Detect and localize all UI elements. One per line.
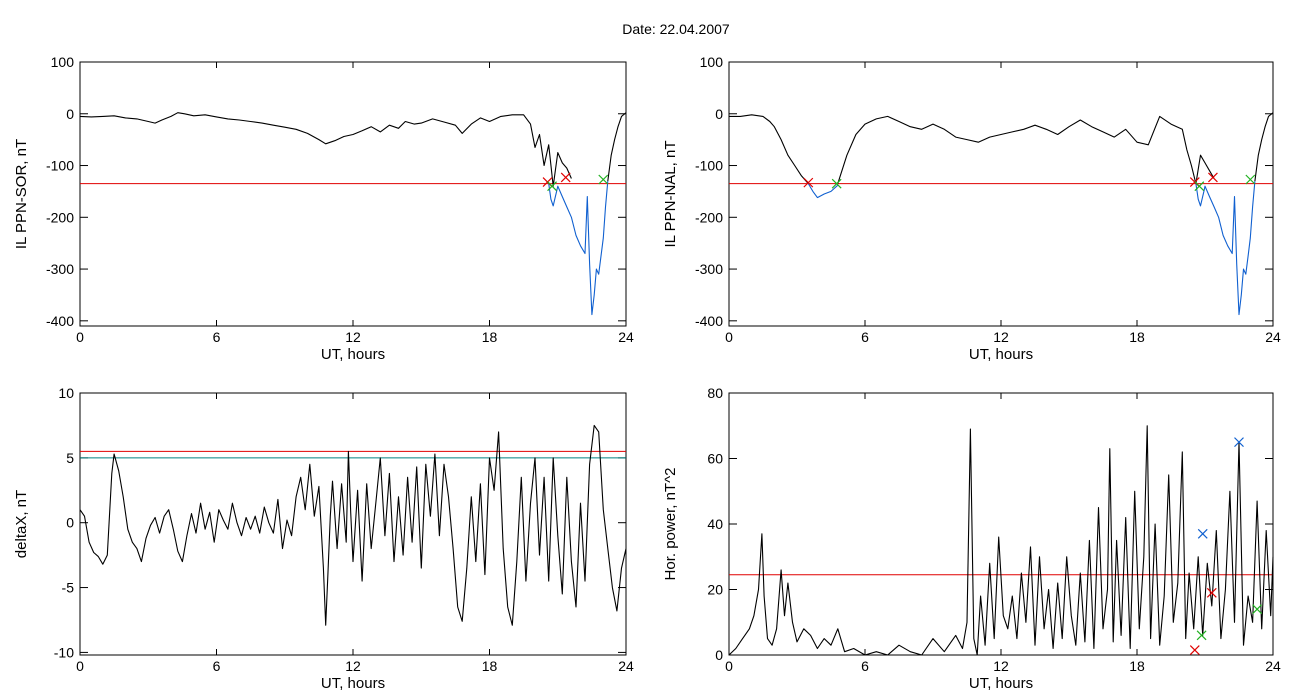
x-marker [1245,174,1256,185]
x-marker-stroke [598,174,609,185]
series-line [729,114,809,184]
x-marker [1194,181,1205,192]
x-marker [1206,587,1217,598]
x-tick-label: 0 [76,658,84,674]
figure-title: Date: 22.04.2007 [622,21,730,37]
x-marker-stroke [803,177,814,188]
x-tick-label: 0 [725,329,733,345]
x-tick-label: 18 [1129,329,1145,345]
series-line [79,112,572,187]
x-marker-stroke [1196,630,1207,641]
x-marker-stroke [1245,174,1256,185]
y-tick-label: 5 [66,450,74,466]
y-tick-label: -100 [695,158,723,174]
x-axis-label: UT, hours [321,675,385,692]
y-tick-label: 10 [58,385,74,401]
x-marker [598,174,609,185]
series-line [807,183,839,199]
x-marker-stroke [560,172,571,183]
x-marker-stroke [1189,645,1200,656]
y-tick-label: 0 [715,106,723,122]
x-axis-label: UT, hours [969,675,1033,692]
x-marker [1234,437,1244,448]
x-marker-stroke [1197,528,1208,539]
y-tick-label: 20 [707,582,723,598]
y-tick-label: -200 [695,209,723,225]
x-tick-label: 12 [345,658,361,674]
x-marker [1189,645,1200,656]
x-tick-label: 12 [345,329,361,345]
x-marker-stroke [547,181,557,192]
x-marker-stroke [1234,437,1244,448]
x-marker-stroke [1206,587,1217,598]
x-tick-label: 24 [1265,658,1281,674]
x-tick-label: 18 [1129,658,1145,674]
y-tick-label: -300 [46,261,74,277]
x-marker [831,178,842,189]
x-marker-stroke [1194,181,1205,192]
y-tick-label: -100 [46,158,74,174]
plot-frame [79,61,627,327]
x-axis-label: UT, hours [969,346,1033,363]
x-tick-label: 12 [993,329,1009,345]
x-marker [803,177,814,188]
y-tick-label: -400 [695,313,723,329]
x-marker [547,181,557,192]
series-line [728,425,1274,656]
x-tick-label: 6 [861,658,869,674]
panel-deltax: 0 6 12 18 24 10 5 0 -5 -10 UT, hours deltaX, nT [13,385,634,692]
y-tick-label: 100 [700,54,724,70]
y-tick-label: 60 [707,451,723,467]
x-marker-stroke [1252,604,1263,615]
series-line [79,424,627,626]
y-tick-label: 80 [707,385,723,401]
x-axis-label: UT, hours [321,346,385,363]
plot-frame [728,61,1274,327]
y-tick-label: -400 [46,313,74,329]
y-axis-label: Hor. power, nT^2 [662,468,679,581]
panel-ppn-sor: 0 6 12 18 24 100 0 -100 -200 -300 -400 UT, hours IL … [13,54,634,363]
x-marker-stroke [1208,172,1218,183]
x-marker [560,172,571,183]
y-tick-label: -10 [54,644,74,660]
y-tick-label: -200 [46,209,74,225]
plot-frame [728,392,1274,656]
panel-ppn-nal: 0 6 12 18 24 100 0 -100 -200 -300 -400 UT, hours IL … [662,54,1281,363]
y-tick-label: 40 [707,516,723,532]
panel-hor-power: 0 6 12 18 24 80 60 40 20 0 UT, hours Hor. power, nT… [662,385,1281,692]
series-line [607,112,627,182]
x-tick-label: 24 [1265,329,1281,345]
y-tick-label: -300 [695,261,723,277]
y-tick-label: 0 [66,515,74,531]
x-tick-label: 24 [618,658,634,674]
x-marker [1197,528,1208,539]
y-axis-label: IL PPN-NAL, nT [662,141,679,248]
y-tick-label: -5 [62,580,75,596]
y-tick-label: 100 [51,54,75,70]
series-line [837,115,1215,185]
x-marker-stroke [831,178,842,189]
x-tick-label: 24 [618,329,634,345]
series-line [1254,112,1274,182]
x-tick-label: 0 [76,329,84,345]
x-tick-label: 0 [725,658,733,674]
series-line [548,181,609,316]
y-axis-label: IL PPN-SOR, nT [13,139,30,249]
x-marker [1208,172,1218,183]
series-line [1195,181,1256,316]
x-tick-label: 12 [993,658,1009,674]
x-tick-label: 18 [482,658,498,674]
x-tick-label: 6 [213,658,221,674]
x-marker [1252,604,1263,615]
y-tick-label: 0 [66,106,74,122]
y-axis-label: deltaX, nT [13,490,30,558]
x-marker [1196,630,1207,641]
x-tick-label: 6 [213,329,221,345]
x-tick-label: 18 [482,329,498,345]
y-tick-label: 0 [715,647,723,663]
x-tick-label: 6 [861,329,869,345]
